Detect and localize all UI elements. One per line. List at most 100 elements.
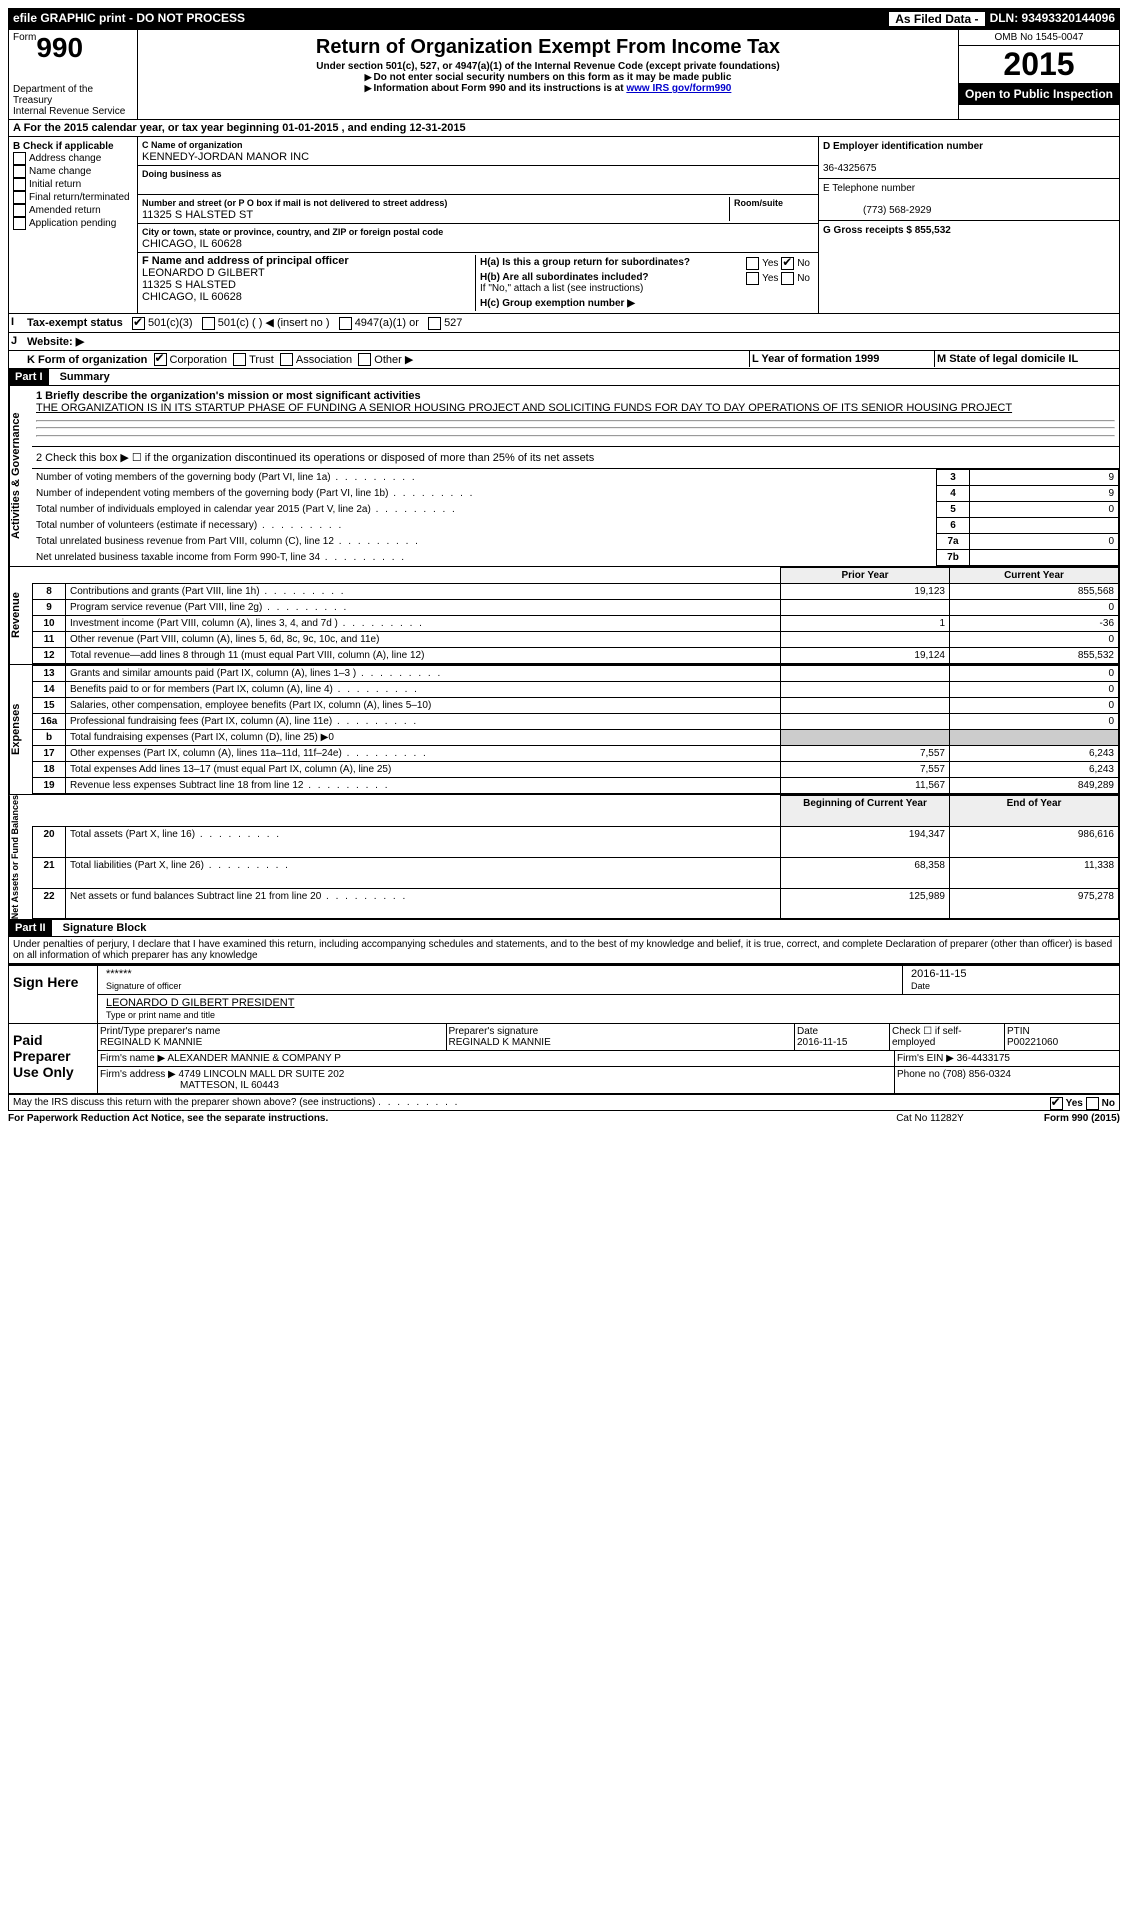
state-domicile: M State of legal domicile IL [937, 353, 1078, 365]
firm-phone: (708) 856-0324 [943, 1069, 1011, 1080]
chk-501c3[interactable] [132, 317, 145, 330]
chk-name-change[interactable] [13, 165, 26, 178]
sig-date: 2016-11-15 [911, 968, 966, 980]
part1-title: Summary [60, 371, 110, 383]
hb-label: H(b) Are all subordinates included? [480, 272, 649, 283]
firm-ein: 36-4433175 [957, 1053, 1010, 1064]
officer-addr1: 11325 S HALSTED [142, 279, 236, 291]
firm-name: ALEXANDER MANNIE & COMPANY P [167, 1053, 341, 1064]
street-address: 11325 S HALSTED ST [142, 209, 253, 221]
ha-label: H(a) Is this a group return for subordin… [480, 257, 690, 268]
row-a-period: A For the 2015 calendar year, or tax yea… [8, 120, 1120, 137]
dept-treasury: Department of the Treasury [13, 84, 133, 106]
officer-title-label: Type or print name and title [106, 1010, 215, 1020]
chk-other[interactable] [358, 353, 371, 366]
section-k: K Form of organization Corporation Trust… [8, 351, 1120, 370]
top-bar: efile GRAPHIC print - DO NOT PROCESS As … [8, 8, 1120, 30]
q1-label: 1 Briefly describe the organization's mi… [36, 390, 421, 402]
part2-header: Part II [9, 920, 52, 936]
chk-corp[interactable] [154, 353, 167, 366]
expenses-label: Expenses [9, 665, 32, 794]
c-label: C Name of organization [142, 140, 243, 150]
hc-label: H(c) Group exemption number ▶ [480, 298, 635, 309]
sign-here-label: Sign Here [9, 966, 98, 1023]
chk-initial-return[interactable] [13, 178, 26, 191]
signature-redacted: ****** [106, 968, 132, 980]
form-footer: Form 990 (2015) [1044, 1113, 1120, 1124]
tax-exempt-label: Tax-exempt status [27, 317, 123, 329]
chk-trust[interactable] [233, 353, 246, 366]
section-b-block: B Check if applicable Address change Nam… [8, 137, 1120, 314]
chk-527[interactable] [428, 317, 441, 330]
dln: DLN: 93493320144096 [990, 11, 1115, 27]
mission-text: THE ORGANIZATION IS IN ITS STARTUP PHASE… [36, 402, 1012, 414]
may-discuss-row: May the IRS discuss this return with the… [8, 1095, 1120, 1111]
addr-label: Number and street (or P O box if mail is… [142, 198, 447, 208]
ptin: P00221060 [1007, 1037, 1058, 1048]
b-label: B Check if applicable [13, 141, 114, 152]
e-label: E Telephone number [823, 183, 915, 194]
officer-addr2: CHICAGO, IL 60628 [142, 291, 242, 303]
chk-4947[interactable] [339, 317, 352, 330]
chk-address-change[interactable] [13, 152, 26, 165]
date-label: Date [911, 981, 930, 991]
room-label: Room/suite [734, 198, 783, 208]
chk-assoc[interactable] [280, 353, 293, 366]
declaration: Under penalties of perjury, I declare th… [8, 937, 1120, 964]
paid-preparer-label: Paid Preparer Use Only [9, 1024, 98, 1093]
form-header: Form990 Department of the Treasury Inter… [8, 30, 1120, 120]
officer-name: LEONARDO D GILBERT [142, 267, 265, 279]
ha-yes[interactable] [746, 257, 759, 270]
irs-label: Internal Revenue Service [13, 106, 133, 117]
ein: 36-4325675 [823, 163, 876, 174]
org-name: KENNEDY-JORDAN MANOR INC [142, 151, 309, 163]
section-j: JWebsite: ▶ [8, 333, 1120, 351]
paperwork-notice: For Paperwork Reduction Act Notice, see … [8, 1113, 896, 1124]
check-self-employed: Check ☐ if self-employed [889, 1024, 1004, 1050]
chk-final-return[interactable] [13, 191, 26, 204]
revenue-table: Prior YearCurrent Year 8Contributions an… [32, 567, 1119, 664]
open-inspection: Open to Public Inspection [959, 83, 1119, 105]
discuss-yes[interactable] [1050, 1097, 1063, 1110]
firm-addr2: MATTESON, IL 60443 [180, 1080, 279, 1091]
firm-addr1: 4749 LINCOLN MALL DR SUITE 202 [179, 1069, 345, 1080]
sig-officer-label: Signature of officer [106, 981, 181, 991]
governance-label: Activities & Governance [9, 386, 32, 566]
as-filed-box: As Filed Data - [888, 11, 985, 27]
city-label: City or town, state or province, country… [142, 227, 443, 237]
k-label: K Form of organization [27, 354, 147, 366]
chk-amended[interactable] [13, 204, 26, 217]
preparer-name: REGINALD K MANNIE [100, 1037, 202, 1048]
part1-header: Part I [9, 369, 49, 385]
discuss-no[interactable] [1086, 1097, 1099, 1110]
form-label: Form [13, 32, 36, 43]
preparer-date: 2016-11-15 [797, 1037, 847, 1048]
irs-link[interactable]: www IRS gov/form990 [626, 83, 731, 94]
chk-app-pending[interactable] [13, 217, 26, 230]
form-subtitle: Under section 501(c), 527, or 4947(a)(1)… [142, 61, 954, 72]
d-label: D Employer identification number [823, 141, 983, 152]
year-formation: L Year of formation 1999 [752, 353, 879, 365]
phone: (773) 568-2929 [863, 205, 931, 216]
net-assets-label: Net Assets or Fund Balances [9, 795, 32, 919]
note-info: Information about Form 990 and its instr… [374, 83, 627, 94]
city-state: CHICAGO, IL 60628 [142, 238, 242, 250]
form-title: Return of Organization Exempt From Incom… [142, 36, 954, 59]
hb-yes[interactable] [746, 272, 759, 285]
f-label: F Name and address of principal officer [142, 255, 349, 267]
preparer-sig: REGINALD K MANNIE [449, 1037, 551, 1048]
ha-no[interactable] [781, 257, 794, 270]
website-label: Website: ▶ [27, 336, 84, 348]
tax-year: 2015 [959, 46, 1119, 83]
part2-title: Signature Block [63, 922, 147, 934]
signature-block: Sign Here ****** Signature of officer 20… [8, 964, 1120, 1095]
topbar-left: efile GRAPHIC print - DO NOT PROCESS [13, 11, 884, 27]
note-ssn: Do not enter social security numbers on … [142, 72, 954, 83]
revenue-label: Revenue [9, 567, 32, 664]
section-i: I Tax-exempt status 501(c)(3) 501(c) ( )… [8, 314, 1120, 333]
expenses-table: 13Grants and similar amounts paid (Part … [32, 665, 1119, 794]
chk-501c[interactable] [202, 317, 215, 330]
cat-no: Cat No 11282Y [896, 1113, 964, 1124]
q2-discontinued: 2 Check this box ▶ ☐ if the organization… [32, 447, 1119, 469]
hb-no[interactable] [781, 272, 794, 285]
